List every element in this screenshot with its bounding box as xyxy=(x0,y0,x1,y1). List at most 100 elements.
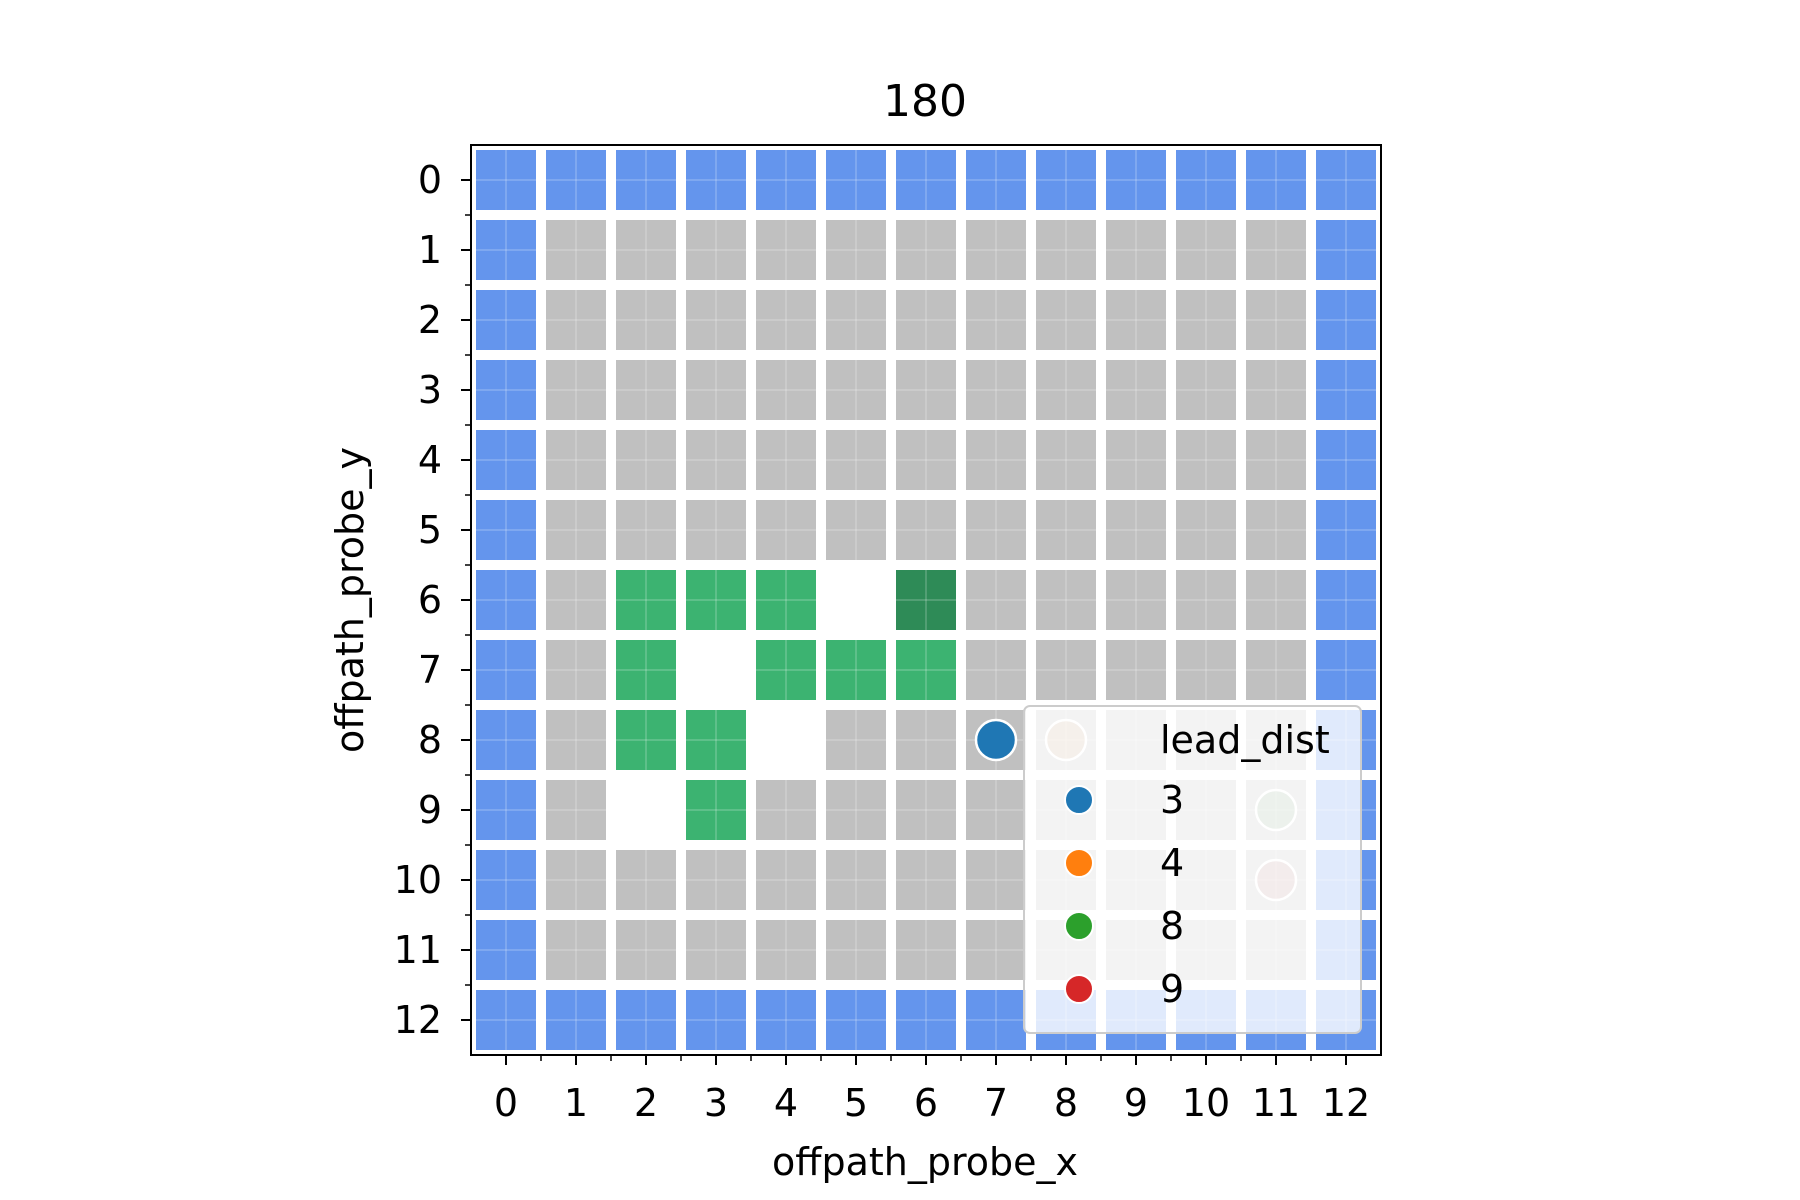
heatmap-cell xyxy=(826,780,886,840)
heatmap-cell xyxy=(1036,150,1096,210)
y-tick-label: 8 xyxy=(418,718,442,762)
heatmap-cell xyxy=(896,150,956,210)
heatmap-cell xyxy=(896,360,956,420)
heatmap-cell xyxy=(546,710,606,770)
heatmap-cell xyxy=(756,920,816,980)
heatmap-cell xyxy=(756,780,816,840)
heatmap-cell xyxy=(1176,220,1236,280)
heatmap-cell xyxy=(896,920,956,980)
heatmap-cell xyxy=(616,150,676,210)
heatmap-cell xyxy=(1176,430,1236,490)
legend: lead_dist 3 4 8 9 xyxy=(1023,705,1362,1034)
heatmap-cell xyxy=(966,290,1026,350)
heatmap-cell xyxy=(616,220,676,280)
x-tick-label: 1 xyxy=(564,1081,588,1125)
heatmap-cell xyxy=(1036,430,1096,490)
heatmap-cell xyxy=(1316,500,1376,560)
heatmap-cell xyxy=(476,290,536,350)
heatmap-cell xyxy=(686,430,746,490)
heatmap-cell xyxy=(896,780,956,840)
heatmap-cell xyxy=(616,780,676,840)
heatmap-cell xyxy=(1036,290,1096,350)
heatmap-cell xyxy=(896,850,956,910)
heatmap-cell xyxy=(966,220,1026,280)
heatmap-cell xyxy=(1106,290,1166,350)
y-tick-label: 1 xyxy=(418,228,442,272)
y-tick-label: 12 xyxy=(394,998,442,1042)
legend-frame xyxy=(1023,705,1362,1034)
heatmap-cell xyxy=(1246,430,1306,490)
y-tick-label: 11 xyxy=(394,928,442,972)
heatmap-cell xyxy=(826,220,886,280)
heatmap-cell xyxy=(826,430,886,490)
y-tick-label: 9 xyxy=(418,788,442,832)
heatmap-cell xyxy=(826,640,886,700)
y-tick-label: 0 xyxy=(418,158,442,202)
legend-marker xyxy=(1064,785,1094,815)
heatmap-cell xyxy=(476,920,536,980)
heatmap-cell xyxy=(616,640,676,700)
heatmap-cells xyxy=(476,150,1376,1050)
heatmap-cell xyxy=(966,430,1026,490)
heatmap-cell xyxy=(616,850,676,910)
heatmap-cell xyxy=(476,430,536,490)
heatmap-cell xyxy=(1106,640,1166,700)
heatmap-cell xyxy=(1036,570,1096,630)
heatmap-cell xyxy=(1176,500,1236,560)
heatmap-cell xyxy=(1246,570,1306,630)
heatmap-cell xyxy=(756,360,816,420)
y-tick-label: 10 xyxy=(394,858,442,902)
heatmap-cell xyxy=(756,850,816,910)
heatmap-cell xyxy=(476,710,536,770)
heatmap-cell xyxy=(756,640,816,700)
axis-ticks xyxy=(461,179,1347,1065)
heatmap-cell xyxy=(1176,360,1236,420)
heatmap-cell xyxy=(1176,290,1236,350)
heatmap-cell xyxy=(896,500,956,560)
heatmap-cell xyxy=(966,990,1026,1050)
x-tick-label: 5 xyxy=(844,1081,868,1125)
heatmap-cell xyxy=(826,360,886,420)
heatmap-cell xyxy=(1316,360,1376,420)
heatmap-cell xyxy=(616,920,676,980)
heatmap-cell xyxy=(756,220,816,280)
heatmap-cell xyxy=(1246,360,1306,420)
legend-title: lead_dist xyxy=(1160,718,1330,762)
heatmap-cell xyxy=(616,710,676,770)
heatmap-cell xyxy=(546,430,606,490)
heatmap-cell xyxy=(546,780,606,840)
x-tick-label: 7 xyxy=(984,1081,1008,1125)
heatmap-cell xyxy=(756,150,816,210)
heatmap-cell xyxy=(1036,220,1096,280)
heatmap-cell xyxy=(826,150,886,210)
heatmap-cell xyxy=(966,850,1026,910)
y-axis-label: offpath_probe_y xyxy=(328,447,372,753)
heatmap-cell xyxy=(896,640,956,700)
heatmap-cell xyxy=(826,570,886,630)
heatmap-cell xyxy=(686,640,746,700)
x-tick-label: 6 xyxy=(914,1081,938,1125)
heatmap-cell xyxy=(1106,570,1166,630)
heatmap-cell xyxy=(966,500,1026,560)
x-tick-label: 8 xyxy=(1054,1081,1078,1125)
heatmap-cell xyxy=(476,500,536,560)
chart-title: 180 xyxy=(883,76,967,127)
heatmap-cell xyxy=(616,290,676,350)
heatmap-cell xyxy=(546,850,606,910)
heatmap-cell xyxy=(546,150,606,210)
heatmap-cell xyxy=(966,570,1026,630)
heatmap-cell xyxy=(1036,360,1096,420)
heatmap-cell xyxy=(686,780,746,840)
heatmap-cell xyxy=(826,920,886,980)
heatmap-cell xyxy=(686,570,746,630)
heatmap-cell xyxy=(546,570,606,630)
legend-marker xyxy=(1064,974,1094,1004)
heatmap-cell xyxy=(756,500,816,560)
y-tick-label: 3 xyxy=(418,368,442,412)
legend-entries: 3 4 8 9 xyxy=(1064,778,1184,1011)
heatmap-cell xyxy=(1316,430,1376,490)
heatmap-cell xyxy=(1316,290,1376,350)
x-tick-label: 4 xyxy=(774,1081,798,1125)
scatter-point xyxy=(974,718,1018,762)
